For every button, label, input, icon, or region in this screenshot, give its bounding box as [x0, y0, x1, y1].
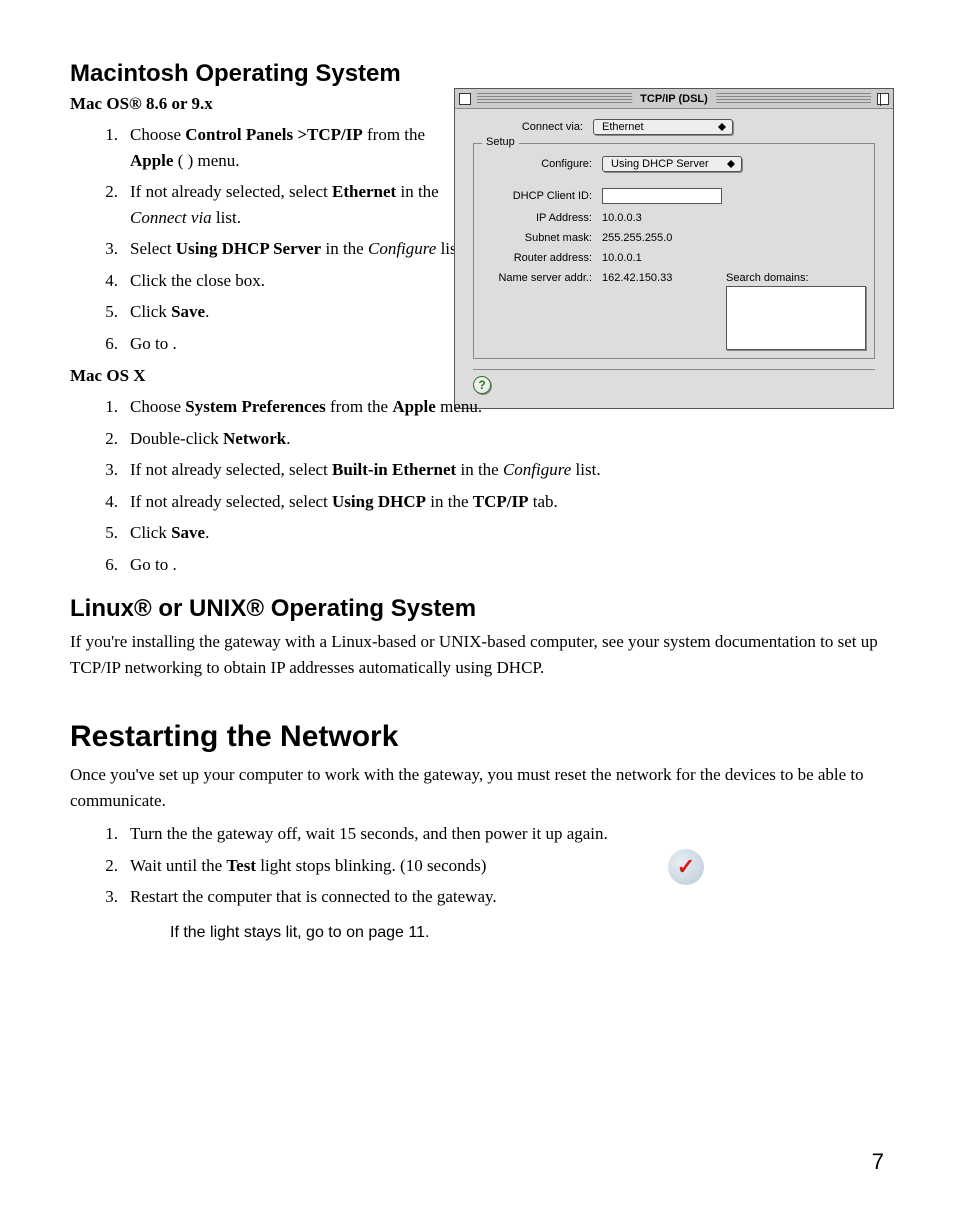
restart-body: Once you've set up your computer to work…	[70, 762, 884, 813]
search-domains-label: Search domains:	[726, 272, 866, 284]
list-item: Select Using DHCP Server in the Configur…	[102, 236, 470, 262]
list-item: Choose System Preferences from the Apple…	[102, 394, 884, 420]
list-item: Click Save.	[102, 520, 884, 546]
list-item: Click Save.	[102, 299, 470, 325]
mac-subhead-1: Mac OS® 8.6 or 9.x	[70, 94, 470, 114]
router-label: Router address:	[482, 252, 602, 264]
linux-body: If you're installing the gateway with a …	[70, 629, 884, 680]
list-item: Choose Control Panels >TCP/IP from the A…	[102, 122, 470, 173]
list-item: If not already selected, select Using DH…	[102, 489, 884, 515]
ns-label: Name server addr.:	[482, 272, 602, 284]
page-number: 7	[872, 1149, 884, 1175]
configure-label: Configure:	[482, 158, 602, 170]
close-icon[interactable]	[459, 93, 471, 105]
dhcp-client-input[interactable]	[602, 188, 722, 204]
list-item: Wait until the Test light stops blinking…	[102, 853, 884, 879]
list-item: Click the close box.	[102, 268, 470, 294]
tcpip-window: TCP/IP (DSL) Connect via: Ethernet Setup…	[454, 88, 894, 409]
list-item: If not already selected, select Ethernet…	[102, 179, 470, 230]
window-titlebar: TCP/IP (DSL)	[455, 89, 893, 109]
setup-fieldset: Setup Configure: Using DHCP Server DHCP …	[473, 143, 875, 359]
router-value: 10.0.0.1	[602, 252, 642, 264]
restart-list: Turn the the gateway off, wait 15 second…	[102, 821, 884, 910]
restart-heading: Restarting the Network	[70, 720, 884, 754]
mac-heading: Macintosh Operating System	[70, 60, 470, 88]
subnet-label: Subnet mask:	[482, 232, 602, 244]
mac-subhead-2: Mac OS X	[70, 366, 470, 386]
search-domains-input[interactable]	[726, 286, 866, 350]
ip-address-value: 10.0.0.3	[602, 212, 642, 224]
dhcp-client-label: DHCP Client ID:	[482, 190, 602, 202]
list-item: Turn the the gateway off, wait 15 second…	[102, 821, 884, 847]
list-item: Go to .	[102, 331, 470, 357]
window-title: TCP/IP (DSL)	[632, 93, 716, 105]
check-icon: ✓	[668, 849, 704, 885]
setup-label: Setup	[482, 136, 519, 148]
linux-heading: Linux® or UNIX® Operating System	[70, 595, 884, 623]
list-item: Double-click Network.	[102, 426, 884, 452]
zoom-icon[interactable]	[877, 93, 889, 105]
configure-select[interactable]: Using DHCP Server	[602, 156, 742, 172]
list-item: Restart the computer that is connected t…	[102, 884, 884, 910]
mac-osx-list: Choose System Preferences from the Apple…	[102, 394, 884, 577]
ip-address-label: IP Address:	[482, 212, 602, 224]
subnet-value: 255.255.255.0	[602, 232, 672, 244]
connect-via-label: Connect via:	[473, 121, 593, 133]
list-item: If not already selected, select Built-in…	[102, 457, 884, 483]
mac-os9-list: Choose Control Panels >TCP/IP from the A…	[102, 122, 470, 356]
connect-via-select[interactable]: Ethernet	[593, 119, 733, 135]
list-item: Go to .	[102, 552, 884, 578]
help-icon[interactable]: ?	[473, 376, 491, 394]
callout-text: If the light stays lit, go to on page 11…	[170, 924, 884, 942]
ns-value: 162.42.150.33	[602, 272, 672, 284]
